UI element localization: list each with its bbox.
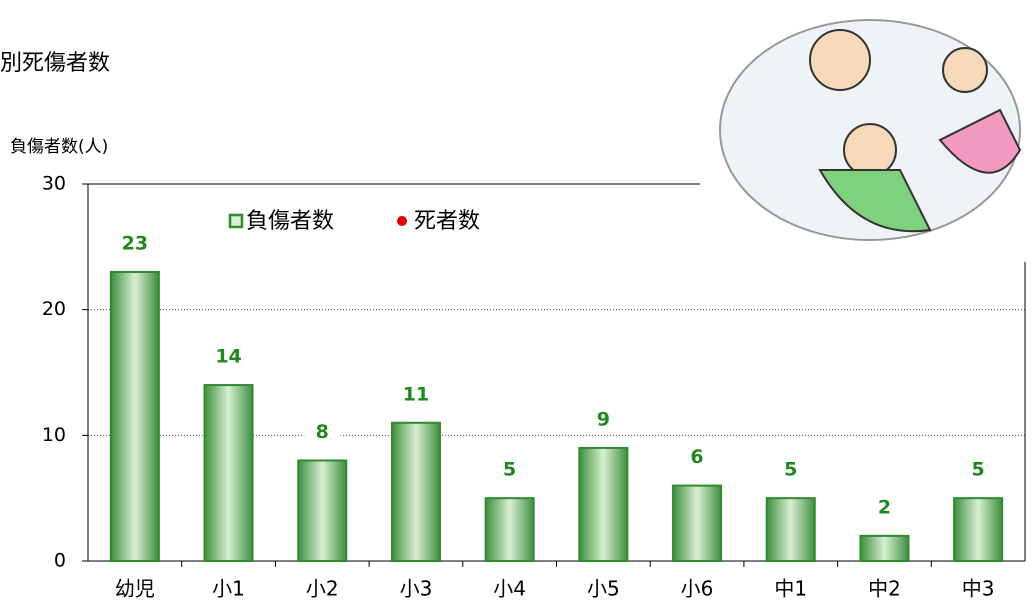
y-tick-label: 30: [42, 173, 66, 195]
y-tick-label: 0: [54, 550, 66, 572]
value-label: 8: [316, 421, 329, 443]
bar: [953, 497, 1004, 562]
bar: [203, 384, 254, 563]
legend-label: 死者数: [414, 209, 480, 234]
value-label-bg: [210, 343, 247, 370]
x-tick-label: 小5: [587, 577, 620, 601]
value-label-bg: [116, 229, 153, 256]
x-tick-label: 小1: [212, 577, 245, 601]
bar: [578, 446, 629, 562]
chart-title: 別死傷者数: [0, 51, 110, 76]
x-tick-label: 小3: [400, 577, 433, 601]
bar: [484, 497, 535, 562]
legend-swatch: [228, 213, 244, 229]
bar: [109, 270, 160, 562]
value-label-bg: [304, 418, 341, 445]
value-label: 14: [215, 346, 241, 368]
value-label: 23: [122, 232, 148, 254]
bar: [859, 534, 910, 562]
value-label-bg: [679, 443, 716, 470]
value-label-bg: [772, 456, 809, 483]
x-tick-label: 幼児: [115, 577, 155, 601]
value-label: 2: [878, 496, 891, 518]
value-label-bg: [585, 405, 622, 432]
value-label-bg: [397, 380, 434, 407]
x-tick-label: 小2: [306, 577, 339, 601]
value-label: 5: [503, 459, 516, 481]
y-axis-label: 負傷者数(人): [10, 137, 108, 157]
value-label: 6: [690, 446, 703, 468]
bar: [765, 497, 816, 562]
x-tick-label: 中1: [774, 577, 807, 601]
legend-label: 負傷者数: [246, 209, 334, 234]
y-tick-label: 10: [42, 424, 66, 446]
x-tick-label: 小6: [681, 577, 714, 601]
value-label: 9: [597, 408, 610, 430]
bar: [390, 421, 441, 562]
x-tick-label: 中2: [868, 577, 901, 601]
x-tick-label: 小4: [493, 577, 526, 601]
value-label: 5: [972, 459, 985, 481]
value-label: 11: [403, 383, 429, 405]
legend-swatch: [397, 216, 407, 226]
bar: [297, 459, 348, 563]
value-label-bg: [491, 456, 528, 483]
x-tick-label: 中3: [962, 577, 995, 601]
y-tick-label: 20: [42, 298, 66, 320]
bar: [672, 484, 723, 563]
illustration: [700, 0, 1033, 262]
value-label-bg: [960, 456, 997, 483]
value-label-bg: [866, 493, 903, 520]
value-label: 5: [784, 459, 797, 481]
